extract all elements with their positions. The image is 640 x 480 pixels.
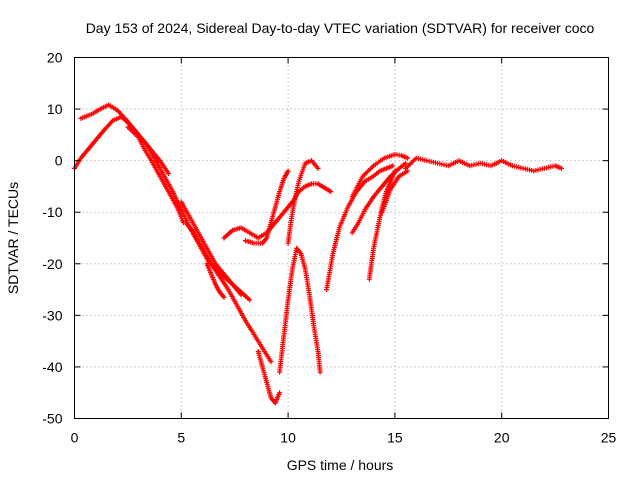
series-arc-11 <box>285 158 321 246</box>
data-point <box>268 359 274 365</box>
x-tick-label: 0 <box>71 430 79 446</box>
y-axis-label: SDTVAR / TECUs <box>5 182 21 294</box>
series-arc-16 <box>379 168 411 215</box>
y-tick-label: 10 <box>47 101 63 117</box>
y-tick-label: 0 <box>55 153 63 169</box>
data-point <box>317 369 323 375</box>
series-arc-6 <box>204 261 227 300</box>
series-arc-14 <box>349 152 411 200</box>
chart-title: Day 153 of 2024, Sidereal Day-to-day VTE… <box>86 20 595 36</box>
data-point <box>328 189 334 195</box>
y-tick-label: -30 <box>42 307 62 323</box>
series-arc-4 <box>178 199 253 303</box>
x-tick-label: 10 <box>280 430 296 446</box>
tick-layer: 0 5 10 15 20 25 -50 -40 -30 -20 -10 0 10 20 <box>42 50 616 446</box>
x-axis-label: GPS time / hours <box>287 457 394 473</box>
y-tick-label: -40 <box>42 359 62 375</box>
grid-layer <box>74 57 609 419</box>
series-layer <box>72 102 564 406</box>
x-tick-label: 25 <box>601 430 617 446</box>
data-point <box>559 165 564 171</box>
data-point <box>403 160 409 166</box>
series-arc-9 <box>255 349 283 406</box>
data-point <box>315 165 321 171</box>
y-tick-label: -20 <box>42 256 62 272</box>
x-tick-label: 15 <box>387 430 403 446</box>
data-point <box>285 168 291 174</box>
x-tick-label: 5 <box>177 430 185 446</box>
x-tick-label: 20 <box>494 430 510 446</box>
data-point <box>392 168 398 174</box>
series-line <box>127 126 184 223</box>
y-tick-label: 20 <box>47 50 63 66</box>
data-point <box>405 155 411 161</box>
data-point <box>390 163 396 169</box>
data-point <box>221 294 227 300</box>
y-tick-label: -50 <box>42 411 62 427</box>
series-arc-17 <box>403 155 564 174</box>
data-point <box>247 297 253 303</box>
series-arc-5 <box>183 220 274 365</box>
series-arc-3 <box>125 124 186 225</box>
y-tick-label: -10 <box>42 204 62 220</box>
series-arc-12 <box>324 163 396 293</box>
data-point <box>277 390 283 396</box>
series-arc-7 <box>221 181 334 241</box>
plot-frame <box>74 57 609 419</box>
data-point <box>166 171 171 176</box>
series-arc-8 <box>242 168 291 246</box>
series-arc-10 <box>277 245 323 375</box>
